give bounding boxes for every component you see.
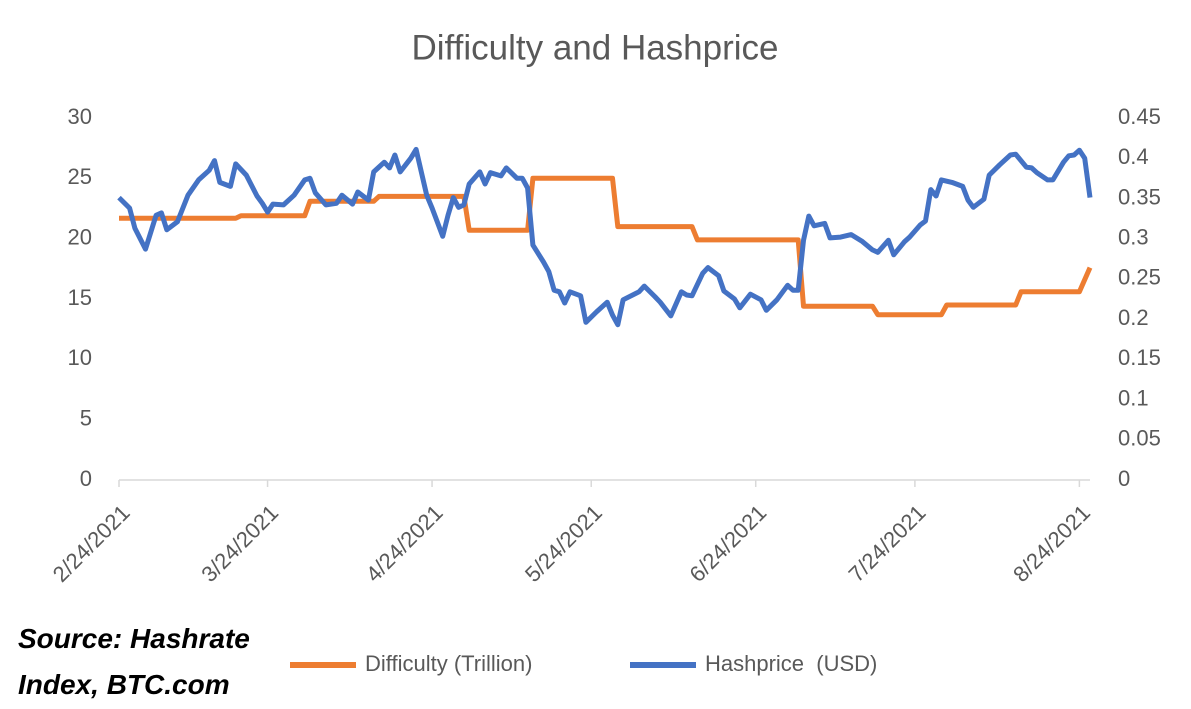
y2-tick-label: 0.05 (1118, 426, 1161, 451)
y2-tick-label: 0 (1118, 466, 1130, 491)
x-tick-label: 6/24/2021 (684, 500, 771, 587)
x-tick-label: 7/24/2021 (844, 500, 931, 587)
y-tick-label: 0 (80, 466, 92, 491)
y2-tick-label: 0.4 (1118, 144, 1149, 169)
y-tick-label: 5 (80, 405, 92, 430)
y-tick-label: 25 (68, 164, 92, 189)
data-line (119, 175, 1093, 318)
y-tick-label: 10 (68, 345, 92, 370)
y2-tick-label: 0.15 (1118, 345, 1161, 370)
x-tick-label: 3/24/2021 (196, 500, 283, 587)
legend-label: Hashprice (USD) (705, 651, 877, 676)
x-tick-label: 2/24/2021 (48, 500, 135, 587)
legend-label: Difficulty (Trillion) (365, 651, 532, 676)
y-tick-label: 20 (68, 224, 92, 249)
chart-title: Difficulty and Hashprice (411, 28, 778, 67)
y2-tick-label: 0.1 (1118, 385, 1149, 410)
x-tick-label: 8/24/2021 (1008, 500, 1095, 587)
x-tick-label: 5/24/2021 (520, 500, 607, 587)
y2-tick-label: 0.25 (1118, 265, 1161, 290)
y2-tick-label: 0.2 (1118, 305, 1149, 330)
data-line (117, 146, 1093, 328)
x-tick-label: 4/24/2021 (361, 500, 448, 587)
y-tick-label: 30 (68, 104, 92, 129)
y2-tick-label: 0.3 (1118, 224, 1149, 249)
source-note: Source: Hashrate Index, BTC.com (18, 623, 250, 700)
y2-tick-label: 0.45 (1118, 104, 1161, 129)
y2-tick-label: 0.35 (1118, 184, 1161, 209)
y-tick-label: 15 (68, 285, 92, 310)
